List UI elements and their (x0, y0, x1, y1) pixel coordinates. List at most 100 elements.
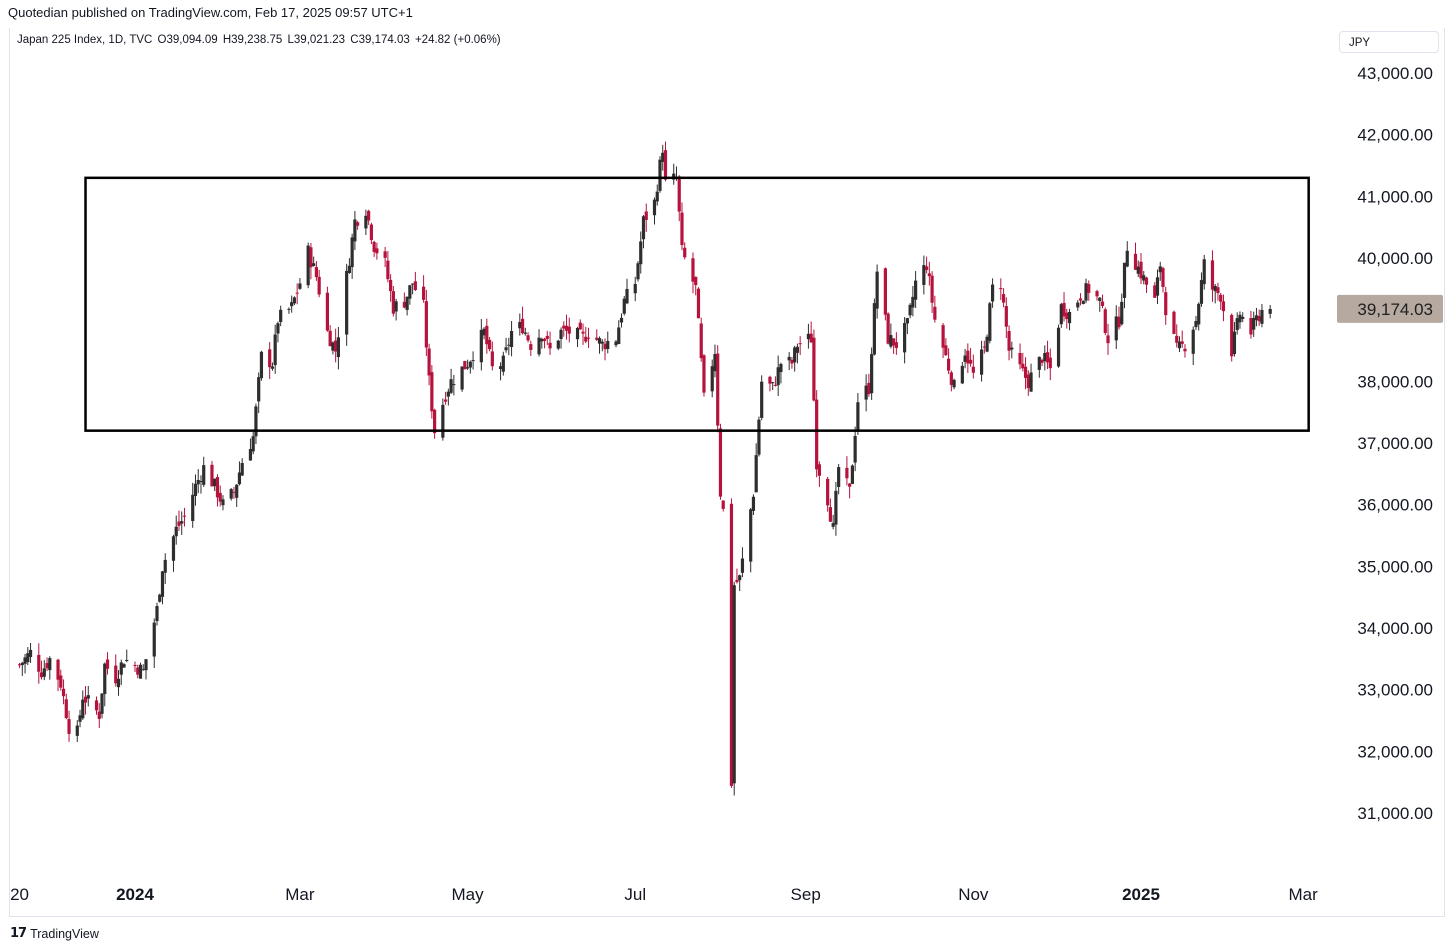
tradingview-brand[interactable]: 17 TradingView (10, 926, 99, 941)
candle-body (78, 715, 82, 722)
candle-body (1117, 316, 1121, 328)
candle-body (946, 358, 951, 371)
currency-button[interactable]: JPY (1339, 31, 1439, 53)
candle-body (295, 292, 299, 294)
candle-body (441, 404, 445, 438)
candle-body (523, 332, 527, 334)
candle-body (663, 150, 668, 180)
candle-body (422, 286, 426, 300)
candle-body (1219, 294, 1223, 302)
x-tick-label: 2024 (116, 885, 154, 904)
ohlc-legend: Japan 225 Index, 1D, TVC O39,094.09 H39,… (17, 34, 503, 46)
candle-body (452, 384, 456, 386)
candle-body (487, 339, 492, 350)
candle-body (606, 340, 610, 350)
candle-body (1125, 250, 1129, 267)
y-tick-label: 33,000.00 (1357, 681, 1433, 700)
brand-label: TradingView (30, 926, 99, 941)
candle-body (215, 477, 220, 498)
candle-body (347, 265, 351, 274)
candle-body (694, 276, 698, 286)
candle-body (1095, 291, 1099, 297)
candle-body (1078, 298, 1083, 301)
candle-body (586, 337, 591, 339)
candle-body (1004, 306, 1008, 327)
candle-body (1238, 314, 1242, 323)
candle-body (1043, 352, 1047, 362)
candle-body (411, 283, 415, 285)
candle-body (988, 303, 992, 341)
candle-body (809, 333, 813, 343)
candle-body (114, 665, 118, 684)
candle-body (520, 318, 525, 334)
candle-body (738, 575, 742, 581)
candle-body (37, 654, 41, 672)
candle-body (990, 284, 995, 302)
y-tick-label: 35,000.00 (1357, 557, 1433, 576)
candle-body (806, 333, 811, 340)
candle-body (652, 199, 657, 216)
candle-body (479, 329, 483, 363)
candle-body (81, 699, 85, 719)
candle-body (1249, 318, 1253, 335)
candle-body (443, 399, 448, 402)
candle-body (729, 503, 734, 786)
candle-body (1081, 300, 1085, 304)
candle-body (850, 465, 854, 484)
candle-body (658, 159, 662, 191)
candle-body (202, 465, 206, 485)
candle-body (1018, 352, 1022, 365)
candle-body (23, 657, 27, 664)
candle-body (276, 323, 280, 334)
candle-body (39, 672, 44, 678)
candle-body (985, 336, 989, 352)
candle-body (1007, 331, 1011, 351)
candle-body (856, 402, 860, 432)
candle-body (1254, 315, 1259, 321)
candle-body (1067, 312, 1072, 324)
candle-body (798, 343, 802, 345)
candle-body (1161, 268, 1165, 287)
candle-body (941, 325, 945, 348)
candle-body (290, 302, 294, 307)
candle-body (86, 695, 90, 699)
candle-body (210, 464, 214, 487)
candle-body (1144, 277, 1149, 285)
candle-body (218, 492, 222, 502)
candle-body (644, 211, 648, 220)
candle-body (237, 472, 242, 485)
range-box (84, 176, 1310, 432)
candle-body (298, 283, 302, 289)
candle-body (270, 366, 275, 369)
candle-body (927, 273, 931, 277)
candle-body (345, 270, 349, 335)
candle-body (133, 664, 137, 666)
candle-body (872, 303, 876, 355)
candle-body (567, 326, 571, 334)
candle-body (122, 664, 126, 668)
candle-body (952, 379, 956, 388)
candle-body (1230, 314, 1234, 357)
last-price-label: 39,174.03 (1357, 300, 1433, 319)
candle-body (1103, 309, 1107, 333)
candle-body (17, 664, 22, 666)
candle-body (389, 279, 393, 292)
candle-body (968, 359, 973, 364)
x-tick-label: 2025 (1122, 885, 1160, 904)
candle-body (433, 409, 437, 434)
candle-body (960, 365, 964, 384)
candle-body (317, 276, 321, 295)
candle-body (922, 265, 926, 285)
candle-body (1199, 280, 1204, 304)
candle-body (1172, 311, 1176, 334)
candle-body (1120, 301, 1124, 325)
candle-body (575, 328, 580, 340)
open-value: O39,094.09 (157, 34, 218, 46)
candle-body (619, 317, 624, 323)
candle-body (853, 435, 857, 463)
candle-body (949, 372, 953, 385)
candle-body (529, 344, 533, 350)
candle-body (1114, 316, 1118, 341)
candle-body (545, 335, 549, 339)
